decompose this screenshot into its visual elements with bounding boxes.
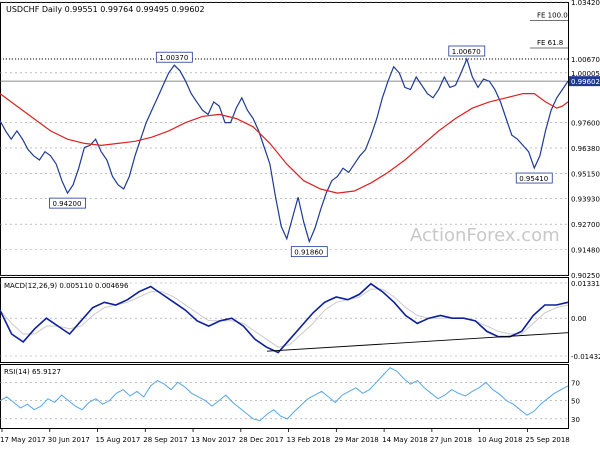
price-label-text: 0.94200 (52, 200, 81, 208)
chart-title: USDCHF Daily 0.99551 0.99764 0.99495 0.9… (6, 5, 205, 14)
macd-tick-label: -0.01432 (571, 353, 600, 361)
x-tick-label: 17 May 2017 (0, 436, 46, 444)
last-price-label: 0.99602 (571, 78, 600, 86)
price-label-text: 1.00370 (159, 54, 188, 62)
price-lines: 1.00370 0.94200 0.91860 1.00670 0.95410 (0, 45, 569, 258)
price-tick-label: 0.91480 (571, 247, 600, 255)
price-label-text: 1.00670 (452, 48, 481, 56)
fib-label: FE 100.0 (537, 12, 568, 20)
x-tick-label: 28 Dec 2017 (239, 436, 284, 444)
last-price-box (569, 76, 600, 87)
fib-label: FE 61.8 (537, 39, 563, 47)
x-tick-label: 30 Jun 2017 (48, 436, 90, 444)
price-tick-label: 1.00005 (571, 70, 600, 78)
macd-panel-frame (0, 277, 569, 363)
x-axis: 17 May 2017 30 Jun 2017 15 Aug 2017 28 Sep … (0, 428, 570, 444)
watermark-text: ActionForex.com (410, 225, 560, 246)
price-tick-label: 0.92700 (571, 221, 600, 229)
rsi-panel-frame (0, 364, 569, 429)
price-axis: 1.03420 1.00670 1.00005 0.97600 0.96380 0.951… (537, 0, 600, 280)
price-line (0, 57, 569, 244)
price-label-text: 0.91860 (294, 249, 323, 257)
panel-frames (0, 2, 569, 429)
macd-line (0, 282, 569, 354)
x-tick-label: 29 Mar 2018 (334, 436, 378, 444)
macd-tick-label: 0.01331 (571, 280, 600, 288)
price-tick-label: 0.93930 (571, 196, 600, 204)
price-tick-label: 0.90250 (571, 272, 600, 280)
macd-group: MACD(12,26,9) 0.005110 0.004696 0.01331 0.… (0, 280, 600, 361)
rsi-line (0, 367, 569, 422)
x-tick-label: 14 May 2018 (382, 436, 428, 444)
rsi-tick-label: 30 (571, 416, 580, 424)
price-panel-frame (0, 2, 569, 276)
price-label-box (155, 51, 193, 63)
rsi-label: RSI(14) 65.9127 (4, 368, 61, 376)
x-tick-label: 13 Nov 2017 (191, 436, 236, 444)
price-grid (0, 1, 568, 276)
macd-label: MACD(12,26,9) 0.005110 0.004696 (4, 282, 129, 290)
price-tick-label: 0.97600 (571, 120, 600, 128)
price-label-box (448, 45, 486, 57)
price-label-box (290, 246, 328, 258)
x-tick-label: 13 Feb 2018 (287, 436, 331, 444)
price-tick-label: 0.96380 (571, 145, 600, 153)
x-tick-label: 28 Sep 2017 (143, 436, 187, 444)
price-label-box (515, 172, 553, 184)
x-tick-label: 27 Jun 2018 (430, 436, 472, 444)
moving-average-line (0, 92, 569, 194)
rsi-tick-label: 50 (571, 398, 580, 406)
price-label-box (49, 197, 86, 209)
x-tick-label: 10 Aug 2018 (478, 436, 523, 444)
price-tick-label: 1.00670 (571, 56, 600, 64)
x-tick-label: 15 Aug 2017 (96, 436, 141, 444)
rsi-group: RSI(14) 65.9127 70 50 30 (0, 367, 580, 424)
rsi-tick-label: 70 (571, 379, 580, 387)
macd-trendline (266, 332, 569, 352)
price-tick-label: 1.03420 (571, 0, 600, 7)
price-label-text: 0.95410 (519, 175, 548, 183)
x-tick-label: 25 Sep 2018 (525, 436, 569, 444)
price-tick-label: 0.95150 (571, 170, 600, 178)
macd-tick-label: 0.00 (571, 315, 587, 323)
